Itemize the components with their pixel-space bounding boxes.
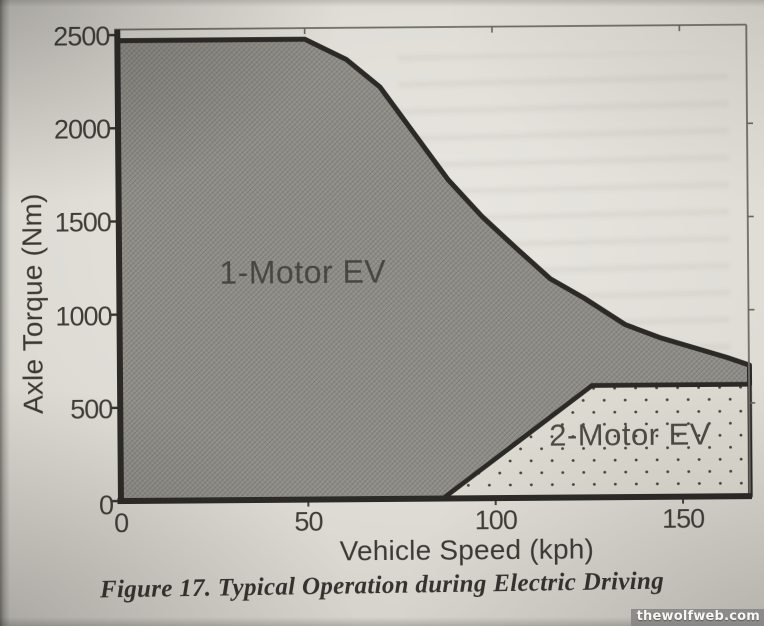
plot-frame-top <box>114 23 747 31</box>
x-axis-line <box>117 493 752 505</box>
plot-frame-right <box>745 24 751 497</box>
x-tick-label-0: 0 <box>114 508 129 539</box>
chart-frame <box>114 23 752 505</box>
y-tick-label-2500: 2500 <box>53 21 110 52</box>
chart-ticks <box>107 25 756 507</box>
x-tick-label-150: 150 <box>662 503 705 534</box>
x-tick-label-100: 100 <box>474 504 517 536</box>
x-axis-title: Vehicle Speed (kph) <box>339 533 595 567</box>
y-tick-label-2000: 2000 <box>53 114 111 145</box>
y-axis-line <box>114 29 124 504</box>
y-tick-label-500: 500 <box>70 393 113 425</box>
y-tick-label-1500: 1500 <box>54 207 111 238</box>
region-label-1-motor-ev: 1-Motor EV <box>219 253 387 291</box>
region-label-2-motor-ev: 2-Motor EV <box>549 416 712 454</box>
y-tick-label-1000: 1000 <box>55 300 112 332</box>
watermark-badge: thewolfweb.com <box>630 609 764 626</box>
x-tick-label-50: 50 <box>294 506 323 537</box>
